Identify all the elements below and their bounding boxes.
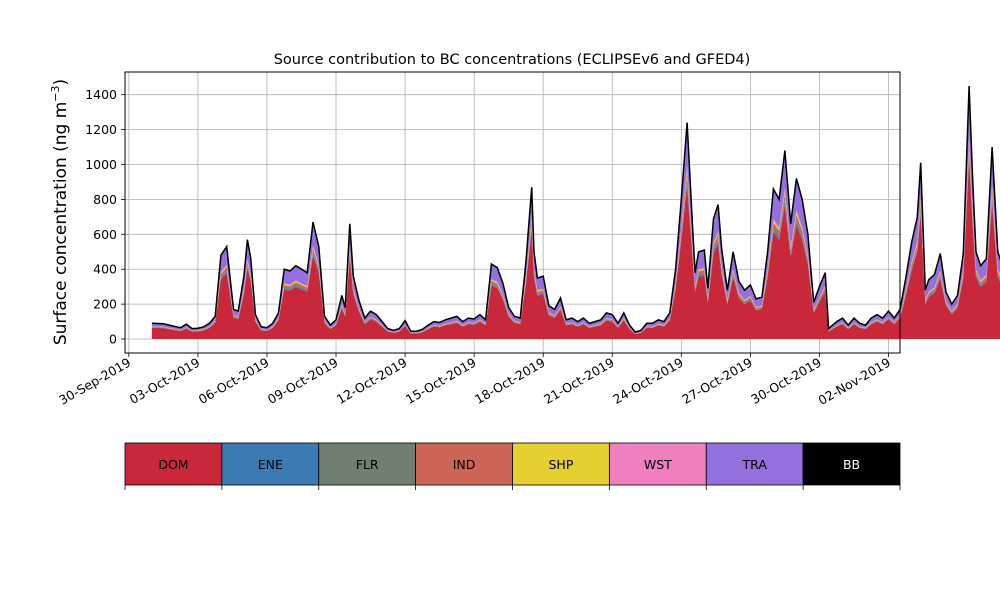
legend-swatch-flr — [318, 442, 417, 486]
source-legend-colorbar: DOM ENE FLR IND SHP WST TRA BB — [124, 442, 901, 490]
legend-swatch-bb — [802, 442, 901, 486]
x-tick-label: 15-Oct-2019 — [403, 355, 479, 407]
y-axis-label-superscript: −3 — [49, 85, 62, 101]
y-tick-label: 1200 — [85, 122, 117, 137]
y-tick-label: 1400 — [85, 87, 117, 102]
x-tick-label: 18-Oct-2019 — [472, 355, 548, 407]
y-axis-label: Surface concentration (ng m−3) — [49, 79, 71, 345]
x-tick-label: 02-Nov-2019 — [816, 355, 894, 408]
y-tick-label: 400 — [93, 262, 117, 277]
x-tick-label: 30-Oct-2019 — [748, 355, 824, 407]
y-axis-ticks: 0 200 400 600 800 1000 1200 1400 — [85, 87, 125, 347]
legend-label-bb: BB — [843, 457, 860, 472]
x-axis-ticks: 30-Sep-201903-Oct-201906-Oct-201909-Oct-… — [56, 353, 893, 408]
legend-swatch-ind — [415, 442, 513, 486]
area-dom — [151, 159, 1000, 339]
legend-label-dom: DOM — [158, 457, 188, 472]
y-tick-label: 0 — [109, 332, 117, 347]
legend-label-ind: IND — [453, 457, 476, 472]
plot-stacked-areas — [151, 86, 1000, 339]
legend-label-tra: TRA — [742, 457, 768, 472]
x-tick-label: 27-Oct-2019 — [679, 355, 755, 407]
plot-frame — [124, 71, 901, 354]
y-tick-label: 1000 — [85, 157, 117, 172]
plot-total-line — [151, 85, 1000, 333]
area-tra — [151, 86, 1000, 334]
x-tick-label: 12-Oct-2019 — [334, 355, 410, 407]
legend-label-wst: WST — [644, 457, 672, 472]
y-axis-label-main: Surface concentration (ng m — [51, 102, 71, 345]
y-tick-label: 200 — [93, 297, 117, 312]
series-line-bb — [151, 85, 1000, 333]
x-tick-label: 21-Oct-2019 — [541, 355, 617, 407]
x-tick-label: 06-Oct-2019 — [196, 355, 272, 407]
plot-gridlines — [125, 72, 900, 353]
y-tick-label: 800 — [93, 192, 117, 207]
legend-swatch-shp — [512, 442, 610, 486]
x-tick-label: 09-Oct-2019 — [265, 355, 341, 407]
legend-label-flr: FLR — [356, 457, 379, 472]
legend-swatch-wst — [608, 442, 707, 486]
x-tick-label: 30-Sep-2019 — [56, 355, 133, 408]
legend-swatch-tra — [705, 442, 804, 486]
legend-label-ene: ENE — [258, 457, 283, 472]
x-tick-label: 03-Oct-2019 — [127, 355, 203, 407]
y-axis-label-suffix: ) — [51, 79, 71, 86]
chart-title: Source contribution to BC concentrations… — [274, 52, 751, 68]
legend-label-shp: SHP — [549, 457, 574, 472]
y-tick-label: 600 — [93, 227, 117, 242]
legend-swatch-dom — [124, 442, 223, 486]
x-tick-label: 24-Oct-2019 — [610, 355, 686, 407]
